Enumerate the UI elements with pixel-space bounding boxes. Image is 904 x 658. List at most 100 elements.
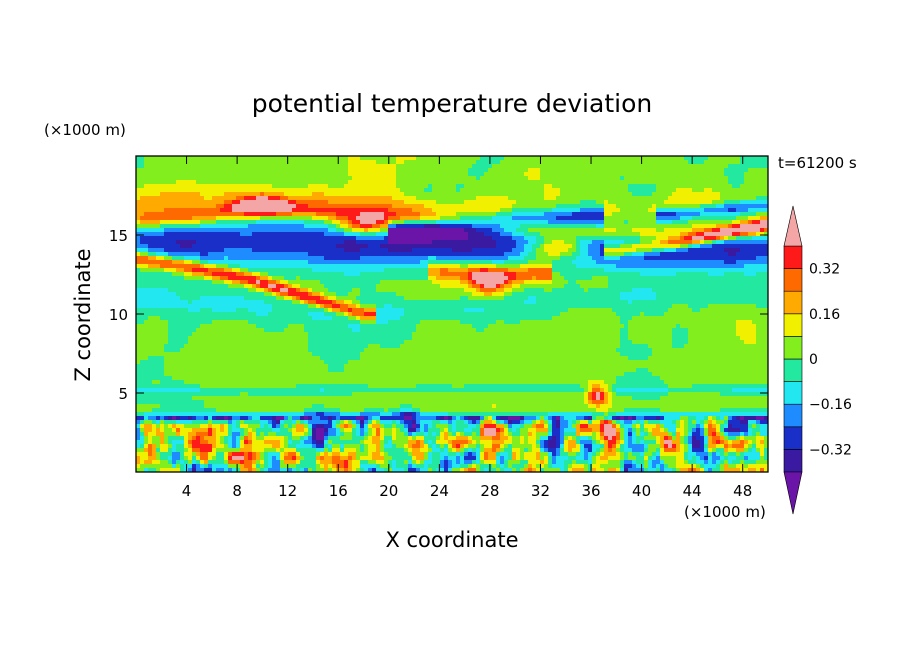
contour-cell	[136, 204, 217, 209]
contour-cell	[636, 248, 653, 253]
contour-cell	[728, 424, 733, 429]
contour-cell	[420, 260, 429, 265]
contour-cell	[720, 468, 725, 472]
contour-cell	[680, 232, 689, 237]
contour-cell	[744, 444, 749, 449]
contour-cell	[424, 452, 429, 457]
contour-cell	[544, 248, 569, 253]
contour-cell	[500, 456, 505, 461]
contour-cell	[388, 248, 413, 253]
contour-cell	[692, 420, 697, 425]
contour-cell	[228, 284, 245, 289]
contour-cell	[608, 284, 768, 289]
contour-cell	[708, 432, 713, 437]
contour-cell	[488, 168, 529, 173]
contour-cell	[300, 284, 325, 289]
contour-cell	[516, 468, 521, 472]
contour-cell	[680, 424, 685, 429]
contour-cell	[352, 288, 361, 293]
contour-cell	[284, 284, 289, 289]
contour-cell	[540, 456, 545, 461]
contour-cell	[744, 340, 757, 345]
contour-cell	[712, 456, 721, 461]
contour-cell	[260, 216, 313, 221]
contour-cell	[580, 452, 585, 457]
contour-cell	[284, 296, 293, 301]
contour-cell	[600, 392, 605, 397]
contour-cell	[424, 440, 429, 445]
contour-cell	[616, 312, 641, 317]
contour-cell	[624, 456, 629, 461]
contour-cell	[136, 372, 165, 377]
contour-cell	[688, 440, 693, 445]
contour-cell	[708, 460, 713, 465]
contour-cell	[696, 420, 701, 425]
contour-cell	[468, 268, 481, 273]
contour-cell	[620, 468, 625, 472]
colorbar-bottom-arrow	[783, 471, 803, 515]
contour-cell	[748, 220, 753, 225]
contour-cell	[296, 204, 309, 209]
contour-cell	[512, 456, 517, 461]
contour-cell	[372, 452, 381, 457]
contour-cell	[448, 444, 453, 449]
contour-cell	[360, 328, 417, 333]
contour-cell	[656, 296, 768, 301]
contour-cell	[532, 424, 537, 429]
contour-cell	[700, 440, 705, 445]
contour-cell	[636, 428, 641, 433]
contour-cell	[676, 456, 685, 461]
contour-cell	[664, 440, 673, 445]
contour-cell	[428, 432, 433, 437]
contour-cell	[388, 224, 397, 229]
contour-cell	[628, 188, 657, 193]
contour-cell	[492, 260, 505, 265]
contour-cell	[388, 468, 393, 472]
contour-cell	[672, 304, 689, 309]
contour-cell	[708, 428, 717, 433]
contour-cell	[160, 452, 173, 457]
contour-cell	[484, 452, 489, 457]
contour-cell	[492, 404, 497, 409]
contour-cell	[328, 228, 337, 233]
contour-cell	[192, 452, 197, 457]
contour-cell	[496, 212, 513, 217]
contour-cell	[636, 440, 641, 445]
contour-cell	[560, 428, 565, 433]
contour-cell	[404, 312, 561, 317]
contour-cell	[748, 420, 757, 425]
contour-cell	[424, 464, 429, 469]
contour-cell	[716, 240, 725, 245]
contour-cell	[728, 208, 737, 213]
contour-cell	[668, 240, 693, 245]
contour-cell	[536, 464, 541, 469]
contour-cell	[380, 224, 389, 229]
contour-cell	[232, 456, 245, 461]
contour-cell	[628, 436, 633, 441]
contour-cell	[524, 436, 529, 441]
contour-cell	[196, 416, 205, 421]
contour-cell	[384, 428, 393, 433]
contour-cell	[724, 468, 741, 472]
contour-cell	[584, 288, 589, 293]
contour-cell	[468, 468, 477, 472]
contour-cell	[140, 240, 177, 245]
contour-cell	[536, 456, 541, 461]
contour-cell	[540, 460, 545, 465]
contour-cell	[320, 464, 325, 469]
contour-cell	[224, 428, 229, 433]
contour-cell	[544, 240, 553, 245]
contour-cell	[380, 428, 385, 433]
contour-cell	[136, 244, 149, 249]
contour-cell	[392, 432, 397, 437]
contour-cell	[436, 220, 549, 225]
contour-cell	[256, 464, 261, 469]
contour-cell	[372, 432, 377, 437]
contour-cell	[480, 420, 485, 425]
contour-cell	[468, 424, 477, 429]
contour-cell	[368, 468, 373, 472]
contour-cell	[416, 440, 421, 445]
contour-cell	[720, 432, 725, 437]
contour-cell	[456, 456, 461, 461]
contour-cell	[388, 320, 421, 325]
